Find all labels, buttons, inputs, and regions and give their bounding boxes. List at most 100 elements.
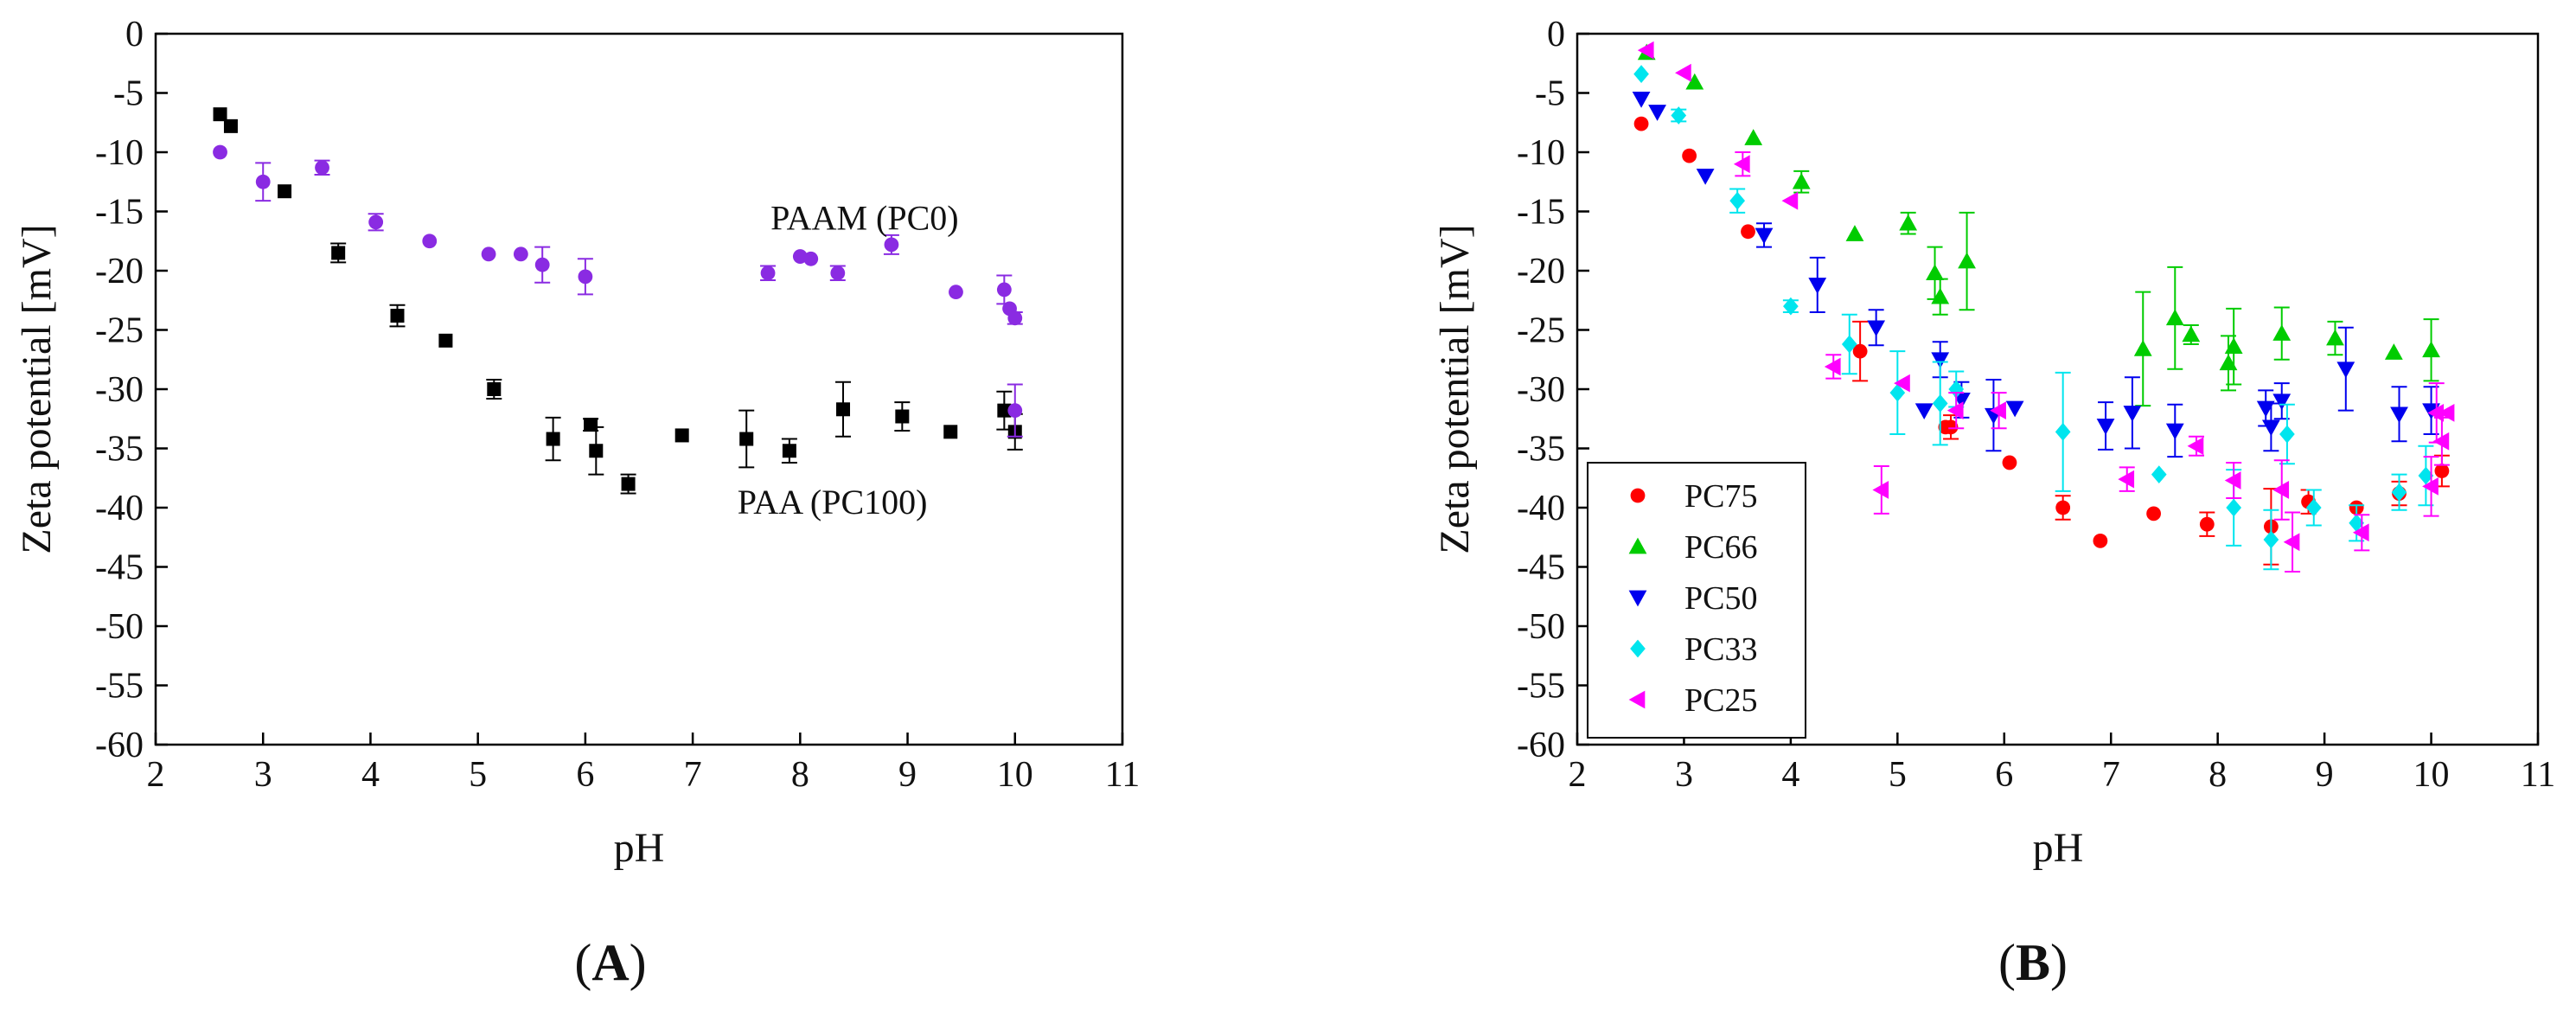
a-point-paam-pc0: [422, 234, 438, 249]
legend-marker-pc33: [1630, 639, 1646, 658]
b-series-pc25: [1637, 41, 2455, 573]
a-point-paam-pc0: [315, 160, 329, 176]
b-point-pc25: [2438, 404, 2455, 422]
a-x-tick-label: 6: [576, 755, 594, 795]
a-point-paam-pc0: [830, 266, 846, 281]
b-y-tick-label: -25: [1517, 311, 1565, 351]
a-point-paam-pc0: [255, 174, 271, 189]
a-x-tick-label: 8: [791, 755, 809, 795]
a-x-tick-label: 3: [254, 755, 272, 795]
legend-label-pc33: PC33: [1684, 631, 1757, 668]
b-y-tick-label: -5: [1535, 74, 1565, 114]
legend-item-pc50: PC50: [1628, 580, 1757, 617]
b-point-pc66: [1931, 287, 1950, 304]
b-point-pc75: [1682, 148, 1697, 163]
b-series-pc75: [1633, 116, 2450, 566]
a-point-paam-pc0: [760, 266, 776, 281]
legend-item-pc25: PC25: [1628, 682, 1757, 719]
b-point-pc50: [1648, 105, 1666, 121]
panel-a-annotation-paam: PAAM (PC0): [770, 198, 958, 237]
b-series-pc33: [1633, 65, 2434, 571]
panel-a-annotation-paa: PAA (PC100): [738, 483, 928, 521]
b-point-pc33: [2418, 466, 2434, 485]
b-point-pc25: [1872, 481, 1889, 499]
b-point-pc50: [2261, 419, 2280, 437]
a-point-paa-pc100: [739, 432, 754, 446]
a-point-paam-pc0: [213, 144, 227, 160]
b-x-tick-label: 10: [2413, 755, 2450, 795]
a-point-paa-pc100: [943, 425, 958, 439]
a-x-tick-label: 7: [684, 755, 702, 795]
panel-b-legend-box: [1587, 462, 1806, 739]
b-point-pc75: [1852, 343, 1868, 359]
b-point-pc25: [1733, 155, 1750, 174]
b-point-pc66: [2384, 343, 2403, 360]
b-point-pc66: [1926, 264, 1944, 281]
a-point-paa-pc100: [674, 428, 689, 443]
b-x-tick-label: 3: [1675, 755, 1693, 795]
b-point-pc25: [1637, 41, 1654, 60]
b-point-pc75: [2434, 464, 2450, 478]
a-x-tick-label: 2: [147, 755, 165, 795]
a-point-paa-pc100: [546, 432, 560, 446]
b-x-tick-label: 7: [2102, 755, 2120, 795]
legend-label-pc75: PC75: [1684, 478, 1757, 515]
b-point-pc25: [2272, 481, 2290, 499]
b-point-pc50: [2336, 362, 2355, 379]
a-point-paa-pc100: [438, 333, 453, 348]
a-point-paa-pc100: [390, 309, 405, 323]
a-point-paam-pc0: [884, 237, 899, 253]
b-point-pc75: [2146, 506, 2162, 521]
b-point-pc50: [1696, 169, 1715, 185]
b-point-pc25: [2422, 477, 2439, 496]
panel-a-x-ticks: 2 3 4 5 6 7 8 9 10 11: [147, 733, 1140, 795]
b-point-pc66: [2219, 354, 2238, 371]
a-x-tick-label: 4: [361, 755, 380, 795]
a-point-paa-pc100: [782, 444, 796, 458]
b-point-pc25: [1824, 357, 1841, 376]
b-point-pc33: [1841, 335, 1857, 354]
b-x-tick-label: 8: [2208, 755, 2227, 795]
b-point-pc66: [2422, 341, 2440, 358]
b-point-pc25: [1946, 401, 1964, 420]
a-x-tick-label: 5: [469, 755, 487, 795]
legend-item-pc66: PC66: [1628, 529, 1757, 566]
a-point-paam-pc0: [481, 246, 496, 262]
panel-a-y-ticks: 0 -5 -10 -15 -20 -25 -30 -35 -40 -45 -50 -55 -60: [95, 15, 168, 765]
b-point-pc33: [1783, 297, 1799, 316]
a-point-paa-pc100: [836, 402, 851, 417]
b-point-pc33: [2263, 530, 2279, 549]
b-point-pc66: [2224, 337, 2243, 354]
panel-a-marks: [213, 107, 1023, 495]
a-point-paa-pc100: [589, 444, 604, 458]
legend-marker-pc75: [1630, 488, 1646, 503]
legend-marker-pc66: [1628, 537, 1647, 554]
b-y-tick-label: -15: [1517, 193, 1565, 233]
b-point-pc25: [2118, 470, 2135, 489]
b-point-pc33: [2151, 465, 2167, 484]
b-point-pc66: [2272, 324, 2292, 341]
b-point-pc33: [2391, 483, 2407, 502]
b-point-pc50: [1808, 278, 1827, 294]
panel-b-y-ticks: 0 -5 -10 -15 -20 -25 -30 -35 -40 -45 -50 -55 -60: [1517, 15, 1589, 765]
a-x-tick-label: 9: [898, 755, 917, 795]
a-y-tick-label: -60: [95, 726, 144, 765]
b-y-tick-label: -20: [1517, 252, 1565, 291]
a-point-paam-pc0: [996, 282, 1012, 298]
b-point-pc25: [2224, 471, 2241, 490]
a-y-tick-label: -45: [95, 548, 144, 588]
b-y-tick-label: -60: [1517, 726, 1565, 765]
a-y-tick-label: -40: [95, 489, 144, 528]
b-point-pc75: [2199, 516, 2215, 532]
a-series-paa-pc100: [213, 107, 1023, 495]
a-point-paam-pc0: [803, 251, 819, 266]
b-point-pc75: [1633, 116, 1649, 131]
legend-label-pc25: PC25: [1684, 682, 1757, 719]
a-point-paa-pc100: [584, 418, 598, 432]
b-point-pc75: [1741, 224, 1755, 240]
b-point-pc75: [2093, 533, 2108, 548]
panel-b-marks: [1632, 41, 2455, 573]
panel-a-x-axis-title: pH: [614, 825, 665, 871]
panel-a-label: (A): [574, 934, 646, 991]
b-point-pc50: [1632, 92, 1651, 108]
